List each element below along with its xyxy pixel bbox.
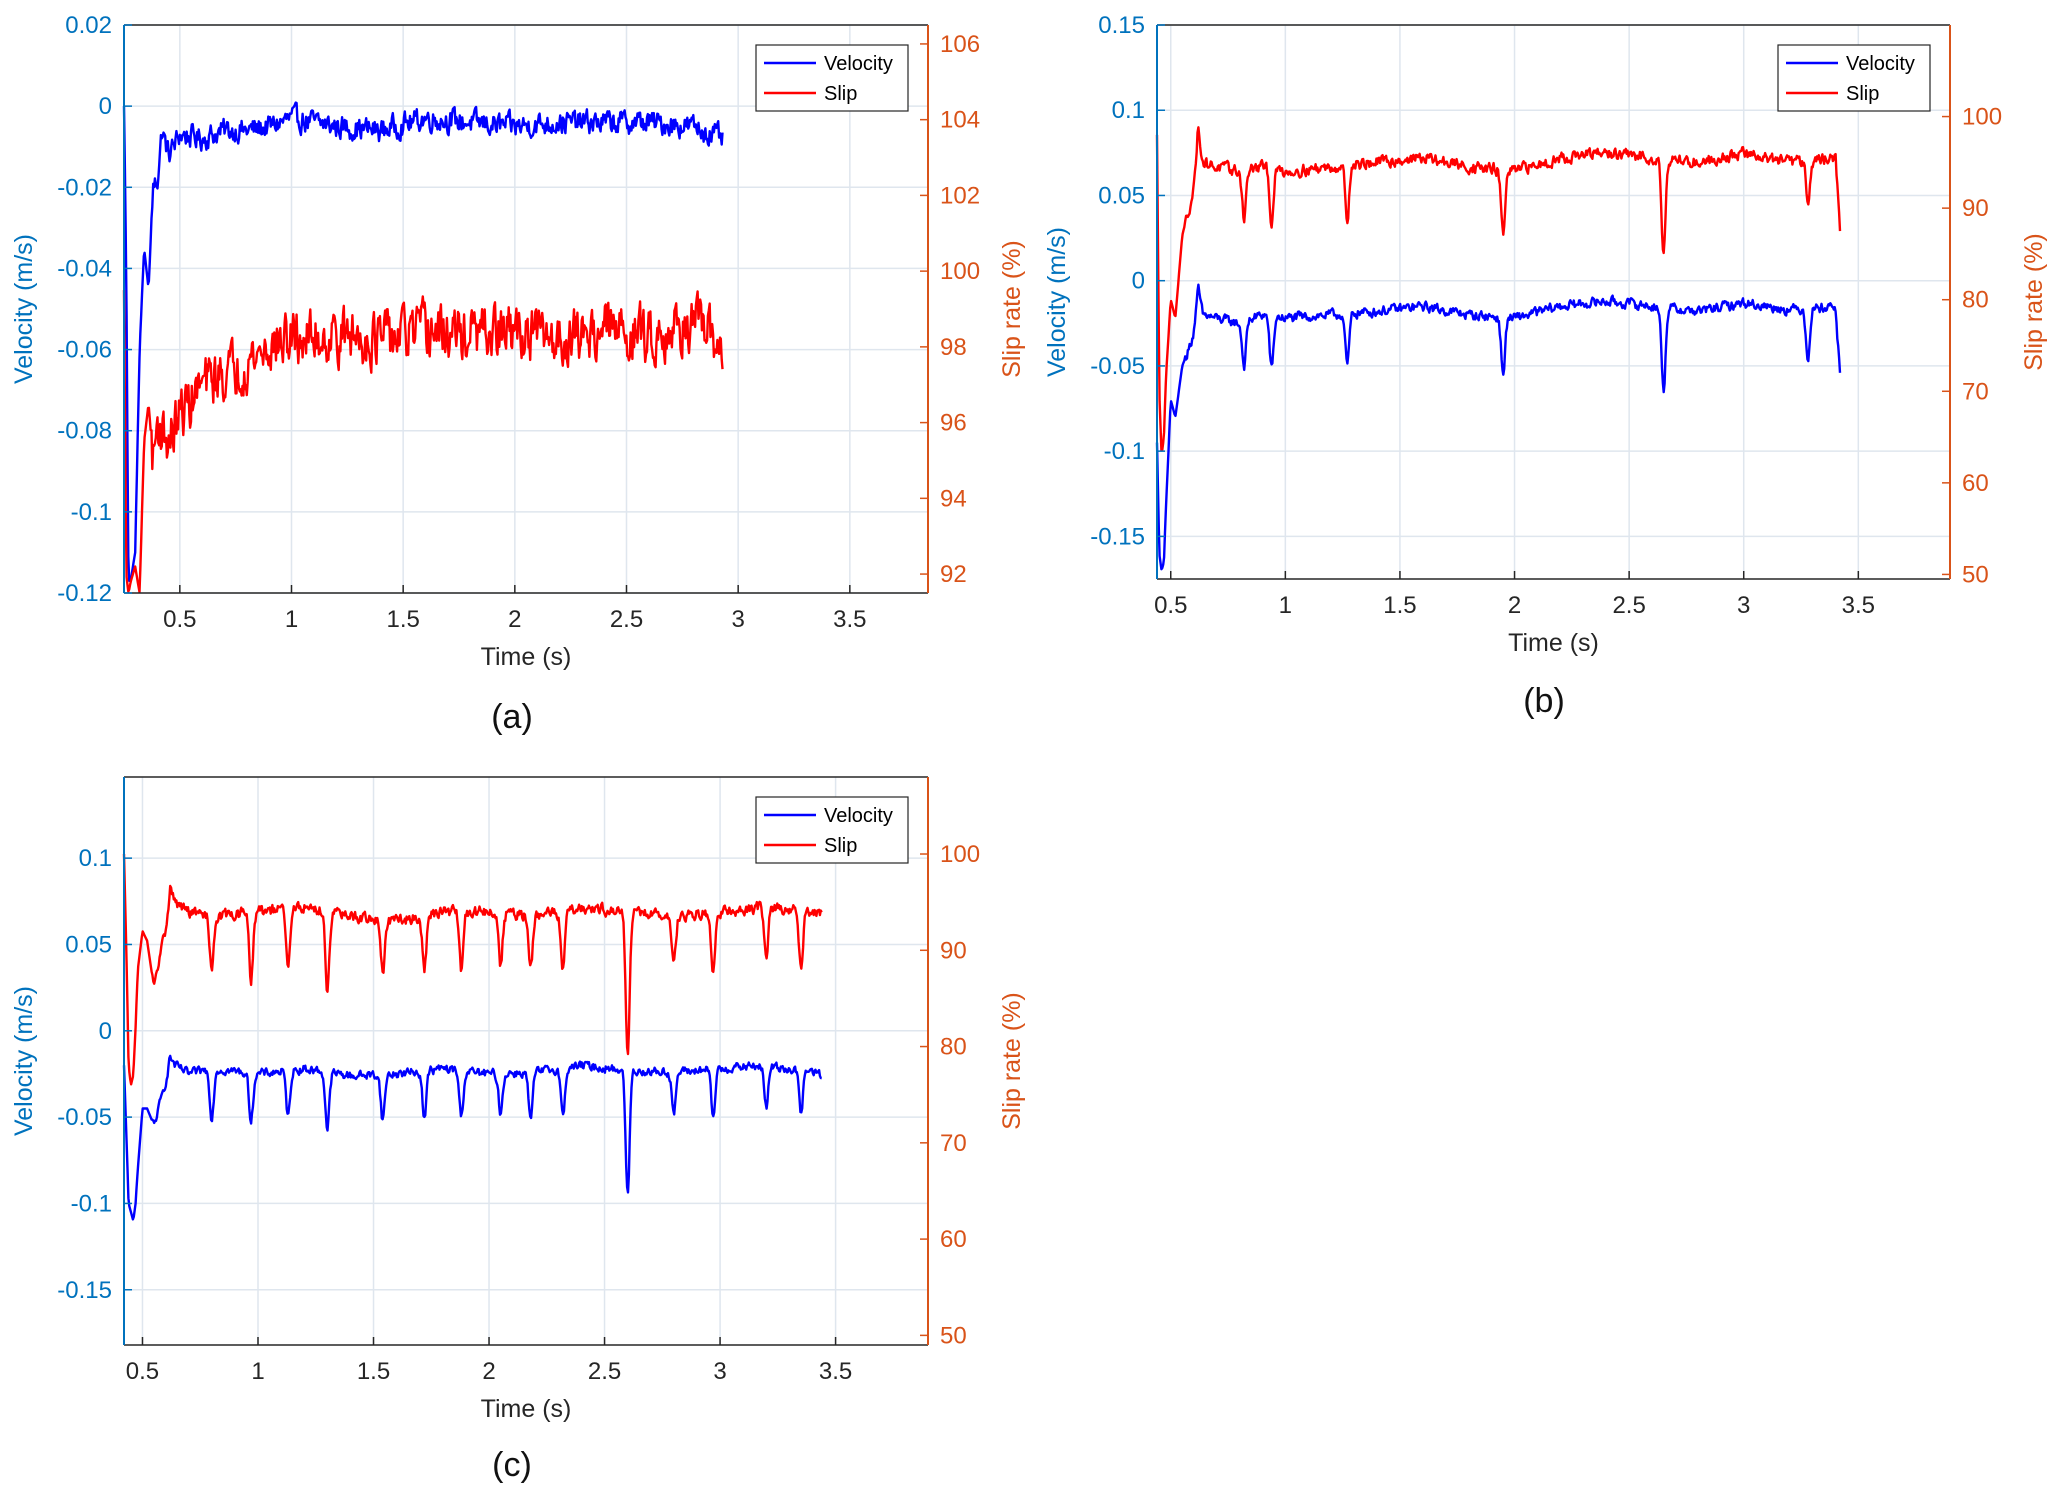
y2-tick-label: 94 [940,485,967,512]
y2-tick-label: 70 [940,1130,967,1157]
series-line-velocity [122,101,724,582]
legend-label-velocity: Velocity [824,805,893,827]
y-tick-label: 0.05 [1098,182,1145,209]
y-tick-label: 0.15 [1098,12,1145,39]
y2-tick-label: 98 [940,334,967,361]
y-tick-label: 0.1 [79,845,112,872]
x-tick-label: 1.5 [357,1358,390,1385]
y-tick-label: -0.1 [71,1190,112,1217]
legend-label-velocity: Velocity [1846,53,1915,75]
y2-tick-label: 102 [940,182,980,209]
y-tick-label: 0.05 [65,931,112,958]
x-tick-label: 2 [1508,592,1521,619]
x-tick-label: 2 [508,606,521,633]
grid [124,777,928,1345]
chart-panel-b: 0.5 1 1.5 2 2.5 3 3.5 -0.15 -0.1 -0.05 0 0.05 0.1 0.1… [1043,12,2048,657]
legend-label-slip: Slip [824,83,857,105]
x-tick-label: 3 [713,1358,726,1385]
y2-axis-title: Slip rate (%) [998,992,1026,1130]
legend-box [755,44,909,112]
y2-tick-label: 96 [940,410,967,437]
y-tick-label: -0.05 [1090,353,1145,380]
legend: Velocity Slip [755,44,909,112]
y2-axis-title: Slip rate (%) [998,240,1026,378]
panel-label-a: (a) [491,698,533,736]
y-axis-title: Velocity (m/s) [10,234,38,384]
y2-tick-label: 80 [940,1034,967,1061]
y2-tick-label: 60 [940,1226,967,1253]
y-tick-label: -0.04 [57,255,112,282]
y2-tick-label: 60 [1962,470,1989,497]
x-tick-label: 1.5 [1383,592,1416,619]
x-tick-label: 1 [251,1358,264,1385]
legend-box [755,796,909,864]
y-tick-label: -0.15 [57,1277,112,1304]
y-tick-label: -0.05 [57,1104,112,1131]
plot-area [1157,25,1950,579]
y2-tick-label: 70 [1962,378,1989,405]
x-axis-title: Time (s) [481,1395,572,1423]
y2-tick-label: 104 [940,107,980,134]
legend-label-slip: Slip [1846,83,1879,105]
legend-label-slip: Slip [824,835,857,857]
y-axis-title: Velocity (m/s) [1043,227,1071,377]
x-tick-label: 1 [285,606,298,633]
x-axis-title: Time (s) [481,643,572,671]
x-tick-label: 3.5 [1842,592,1875,619]
x-tick-label: 3.5 [819,1358,852,1385]
y2-tick-label: 50 [1962,561,1989,588]
panel-label-b: (b) [1523,682,1565,720]
legend: Velocity Slip [1777,44,1931,112]
y-tick-label: -0.08 [57,418,112,445]
y2-tick-label: 90 [940,937,967,964]
x-tick-label: 2.5 [588,1358,621,1385]
series-line-velocity [122,1054,822,1221]
chart-panel-a: 0.5 1 1.5 2 2.5 3 3.5 -0.12 -0.1 -0.08 -0.06 -0.04 -… [10,12,1026,671]
y-tick-label: 0 [99,1018,112,1045]
x-tick-label: 2.5 [1612,592,1645,619]
y2-tick-label: 80 [1962,287,1989,314]
y2-tick-label: 100 [940,841,980,868]
legend-box [1777,44,1931,112]
y2-tick-label: 100 [940,258,980,285]
y2-axis-title: Slip rate (%) [2020,233,2048,371]
y-axis-title: Velocity (m/s) [10,986,38,1136]
panel-label-c: (c) [492,1446,532,1484]
x-tick-label: 3.5 [833,606,866,633]
x-tick-label: 3 [731,606,744,633]
x-tick-label: 1.5 [386,606,419,633]
y2-tick-label: 106 [940,31,980,58]
legend: Velocity Slip [755,796,909,864]
chart-panel-c: 0.5 1 1.5 2 2.5 3 3.5 -0.15 -0.1 -0.05 0 0.05 0.1 50 6… [10,776,1026,1423]
series-line-slip [1155,126,1842,452]
y-tick-label: 0 [99,93,112,120]
y-tick-label: -0.1 [71,499,112,526]
y-tick-label: 0.02 [65,12,112,39]
x-tick-label: 0.5 [126,1358,159,1385]
x-tick-label: 1 [1279,592,1292,619]
x-tick-label: 0.5 [163,606,196,633]
series-line-velocity [1155,283,1842,571]
plot-area [124,25,928,593]
x-tick-label: 0.5 [1154,592,1187,619]
y-tick-label: 0 [1132,268,1145,295]
y-tick-label: 0.1 [1112,97,1145,124]
y-tick-label: -0.02 [57,174,112,201]
y2-tick-label: 100 [1962,104,2002,131]
y-tick-label: -0.1 [1104,438,1145,465]
series-line-slip [122,290,724,594]
y-tick-label: -0.06 [57,337,112,364]
legend-label-velocity: Velocity [824,53,893,75]
x-tick-label: 2 [482,1358,495,1385]
series-line-slip [122,853,823,1086]
y2-tick-label: 90 [1962,195,1989,222]
y2-tick-label: 92 [940,561,967,588]
y-tick-label: -0.15 [1090,523,1145,550]
y-tick-label: -0.12 [57,580,112,607]
y2-tick-label: 50 [940,1322,967,1349]
x-tick-label: 3 [1737,592,1750,619]
x-tick-label: 2.5 [610,606,643,633]
x-axis-title: Time (s) [1508,629,1599,657]
